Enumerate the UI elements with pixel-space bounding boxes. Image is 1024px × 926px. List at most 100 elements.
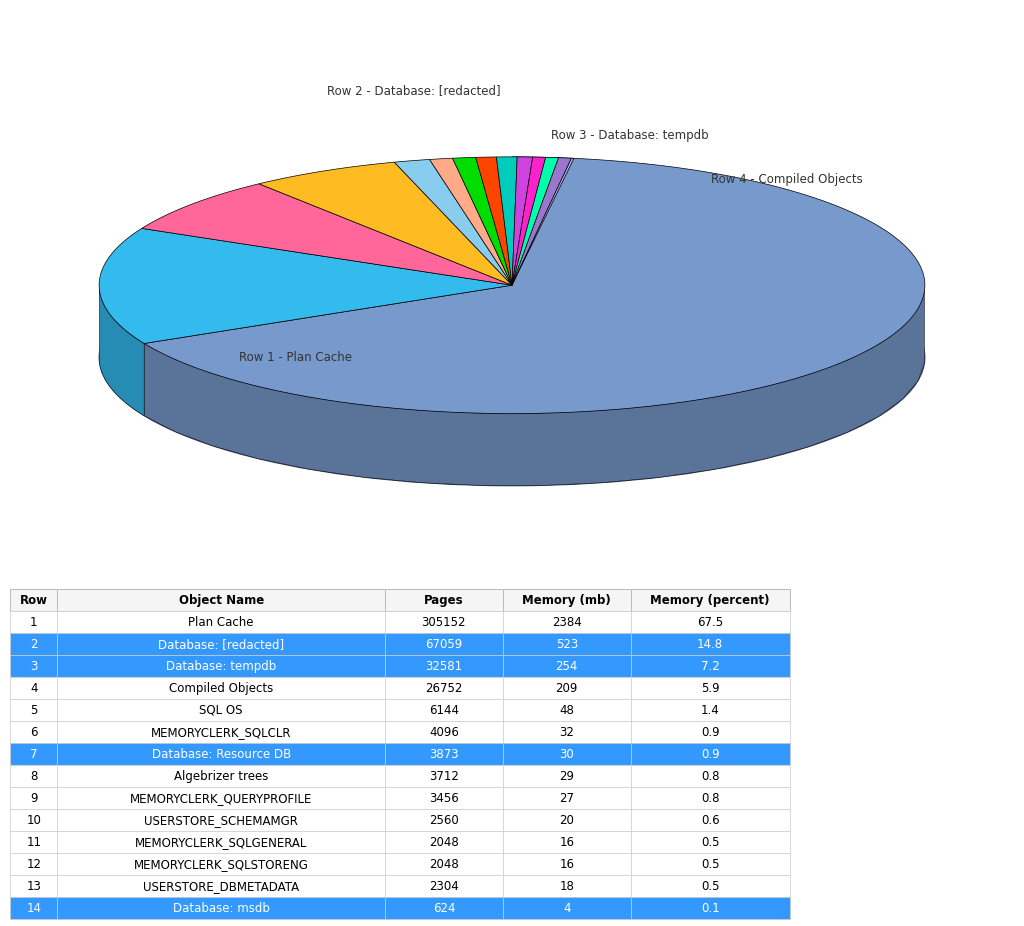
Text: Plan Cache: Plan Cache (188, 616, 254, 629)
Polygon shape (512, 157, 571, 285)
Text: 1: 1 (30, 616, 38, 629)
Text: Row 1 - Plan Cache: Row 1 - Plan Cache (240, 351, 352, 364)
Text: Memory (mb): Memory (mb) (522, 594, 611, 607)
Polygon shape (476, 156, 512, 285)
Text: Pages: Pages (424, 594, 464, 607)
Text: 20: 20 (559, 814, 574, 827)
Bar (503, 832, 631, 853)
Polygon shape (512, 156, 532, 285)
Bar (503, 721, 631, 743)
Bar (503, 897, 631, 919)
Bar (57, 765, 385, 787)
Bar (57, 611, 385, 633)
Text: 0.5: 0.5 (700, 835, 720, 848)
Text: MEMORYCLERK_SQLSTORENG: MEMORYCLERK_SQLSTORENG (134, 857, 308, 870)
Text: 12: 12 (27, 857, 41, 870)
Polygon shape (453, 157, 512, 285)
Polygon shape (429, 158, 512, 285)
Text: 30: 30 (559, 747, 574, 760)
Text: USERSTORE_SCHEMAMGR: USERSTORE_SCHEMAMGR (144, 814, 298, 827)
Text: 2048: 2048 (429, 835, 459, 848)
Polygon shape (394, 159, 512, 285)
Text: 27: 27 (559, 792, 574, 805)
Text: 1.4: 1.4 (700, 704, 720, 717)
Polygon shape (512, 158, 574, 285)
Bar (385, 589, 503, 611)
Bar (631, 743, 790, 765)
Polygon shape (141, 183, 512, 285)
Bar (10, 699, 57, 721)
Text: 3: 3 (30, 659, 38, 672)
Bar (10, 809, 57, 832)
Text: 3712: 3712 (429, 770, 459, 782)
Bar (10, 787, 57, 809)
Polygon shape (512, 157, 559, 285)
Text: 32: 32 (559, 726, 574, 739)
Bar (385, 809, 503, 832)
Bar (631, 611, 790, 633)
Polygon shape (144, 156, 925, 414)
Text: 0.6: 0.6 (700, 814, 720, 827)
Text: 14.8: 14.8 (697, 638, 723, 651)
Text: 16: 16 (559, 857, 574, 870)
Bar (57, 656, 385, 677)
Bar (57, 633, 385, 656)
Text: Row 4 - Compiled Objects: Row 4 - Compiled Objects (712, 173, 863, 186)
Bar (10, 743, 57, 765)
Bar (503, 743, 631, 765)
Bar (57, 589, 385, 611)
Text: MEMORYCLERK_QUERYPROFILE: MEMORYCLERK_QUERYPROFILE (130, 792, 312, 805)
Bar (10, 589, 57, 611)
Bar (385, 853, 503, 875)
Text: 2: 2 (30, 638, 38, 651)
Bar (631, 809, 790, 832)
Polygon shape (144, 290, 925, 485)
Bar (503, 765, 631, 787)
Bar (631, 853, 790, 875)
Text: 523: 523 (556, 638, 578, 651)
Bar (631, 897, 790, 919)
Text: 2304: 2304 (429, 880, 459, 893)
Text: 48: 48 (559, 704, 574, 717)
Bar (503, 611, 631, 633)
Bar (385, 656, 503, 677)
Text: 6144: 6144 (429, 704, 459, 717)
Bar (631, 589, 790, 611)
Bar (385, 875, 503, 897)
Text: Memory (percent): Memory (percent) (650, 594, 770, 607)
Text: 3456: 3456 (429, 792, 459, 805)
Bar (10, 633, 57, 656)
Text: 0.5: 0.5 (700, 857, 720, 870)
Text: Database: [redacted]: Database: [redacted] (158, 638, 285, 651)
Bar (57, 853, 385, 875)
Text: 2048: 2048 (429, 857, 459, 870)
Bar (10, 611, 57, 633)
Text: SQL OS: SQL OS (200, 704, 243, 717)
Bar (57, 875, 385, 897)
Bar (385, 897, 503, 919)
Text: 5.9: 5.9 (700, 682, 720, 694)
Text: 0.8: 0.8 (700, 770, 720, 782)
Text: MEMORYCLERK_SQLGENERAL: MEMORYCLERK_SQLGENERAL (135, 835, 307, 848)
Text: Row: Row (19, 594, 48, 607)
Bar (57, 787, 385, 809)
Bar (10, 656, 57, 677)
Text: 18: 18 (559, 880, 574, 893)
Bar (631, 633, 790, 656)
Bar (10, 897, 57, 919)
Text: 624: 624 (433, 902, 455, 915)
Bar (503, 809, 631, 832)
Bar (57, 721, 385, 743)
Text: Database: msdb: Database: msdb (173, 902, 269, 915)
Bar (503, 853, 631, 875)
Text: 5: 5 (30, 704, 38, 717)
Text: USERSTORE_DBMETADATA: USERSTORE_DBMETADATA (143, 880, 299, 893)
Text: Row 3 - Database: tempdb: Row 3 - Database: tempdb (551, 129, 709, 142)
Bar (385, 633, 503, 656)
Bar (385, 677, 503, 699)
Text: 4: 4 (30, 682, 38, 694)
Polygon shape (259, 162, 512, 285)
Polygon shape (497, 156, 517, 285)
Bar (385, 832, 503, 853)
Text: 6: 6 (30, 726, 38, 739)
